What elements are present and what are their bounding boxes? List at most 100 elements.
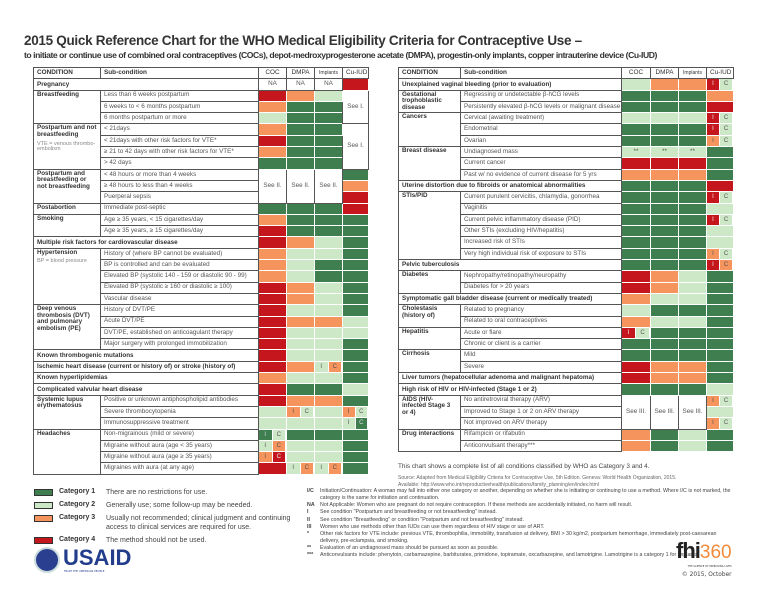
cell-implants-category-1 <box>678 89 707 102</box>
cell-coc-category-3 <box>621 439 651 453</box>
cell-coc-category-3 <box>258 372 287 385</box>
condition-label: Breast disease <box>398 146 461 181</box>
copyright: © 2015, October <box>681 570 732 578</box>
cell-implants-category-4 <box>678 157 707 170</box>
table-row: Unexplained vaginal bleeding (prior to e… <box>398 78 734 91</box>
table-row: Liver tumors (hepatocellular adenoma and… <box>398 372 734 385</box>
condition-label: Pelvic tuberculosis <box>398 259 622 272</box>
cell-cu-iud-category-2 <box>706 236 734 249</box>
cell-implants-see-note: See II. <box>314 168 343 204</box>
condition-name: Systemic lupus erythematosus <box>37 395 84 410</box>
subcondition-label: ≥ 48 hours to less than 4 weeks <box>100 179 259 193</box>
source-url[interactable]: Available: http://www.who.int/reproducti… <box>398 482 599 488</box>
cell-implants-category-1 <box>314 213 343 227</box>
cell-implants-category-2 <box>314 304 343 317</box>
cell-implants-category-1 <box>314 270 343 283</box>
cell-implants-category-3 <box>678 372 707 385</box>
subcondition-label: Related to pregnancy <box>460 304 622 317</box>
initiation-category-1: I <box>259 430 273 440</box>
cell-cu-iud-category-1 <box>706 428 734 441</box>
initiation-category-2: I <box>315 463 329 474</box>
table-row: Known thrombogenic mutations <box>33 349 369 362</box>
cell-coc-category-1 <box>621 338 651 351</box>
initiation-category-4: I <box>707 113 720 123</box>
subcondition-label: Puerperal sepsis <box>100 191 259 204</box>
condition-label: Cancers <box>398 112 461 148</box>
cell-cu-iud-category-1 <box>342 451 369 464</box>
table-row: Past w/ no evidence of current disease f… <box>399 168 734 181</box>
cell-dmpa-category-2 <box>286 247 315 261</box>
category-4-swatch <box>34 537 53 545</box>
cell-implants-category-2 <box>314 405 343 419</box>
cell-coc-category-4 <box>258 134 287 148</box>
cell-implants-category-2 <box>314 439 343 453</box>
subcondition-label: < 21days with other risk factors for VTE… <box>100 134 259 148</box>
cell-dmpa-category-1 <box>286 146 315 159</box>
table-row: Current pelvic inflammatory disease (PID… <box>399 213 734 227</box>
subcondition-label: Migraine without aura (age ≥ 35 years) <box>100 451 259 464</box>
cell-dmpa-category-1 <box>286 123 315 136</box>
cell-coc-category-4 <box>258 225 287 238</box>
cell-dmpa-category-3 <box>286 394 315 407</box>
usaid-logo: USAID FROM THE AMERICAN PEOPLE <box>34 547 131 573</box>
cell-cu-iud-category-1 <box>342 213 369 227</box>
condition-label: Headaches <box>33 428 101 475</box>
cell-implants-category-2 <box>678 292 707 306</box>
cell-cu-iud-category-2 <box>342 315 369 328</box>
cell-dmpa-category-1 <box>650 123 679 136</box>
cell-implants-category-2 <box>314 417 343 430</box>
continuation-category-2: C <box>636 328 650 338</box>
footnote-key: II <box>307 516 310 523</box>
cell-coc-category-1 <box>621 236 651 249</box>
condition-name: Postpartum and not breastfeeding <box>37 124 97 139</box>
cell-coc-category-4 <box>258 236 287 249</box>
condition-label: Breastfeeding <box>33 89 101 125</box>
subcondition-label: Related to oral contraceptives <box>460 315 622 328</box>
cell-cu-iud-category-1 <box>342 292 369 306</box>
subcondition-label: Immediate post-septic <box>100 202 259 215</box>
subcondition-label: Age ≥ 35 years, < 15 cigarettes/day <box>100 213 259 227</box>
subcondition-label: Migraines with aura (at any age) <box>100 462 259 475</box>
condition-name: Hypertension <box>37 248 78 256</box>
cell-dmpa-category-2 <box>286 439 315 453</box>
legend-name: Category 3 <box>59 514 96 522</box>
header-implants: Implants <box>678 66 707 80</box>
subcondition-label: ≥ 21 to 42 days with other risk factors … <box>100 146 259 159</box>
cell-dmpa-category-1 <box>286 100 315 114</box>
cell-dmpa-category-1 <box>650 179 679 193</box>
cell-coc-category-4 <box>258 315 287 328</box>
condition-label: Systemic lupus erythematosus <box>33 394 101 430</box>
condition-name: Hepatitis <box>402 327 429 335</box>
table-row: Puerperal sepsis <box>34 191 369 204</box>
subcondition-label: No antiretroviral therapy (ARV) <box>460 394 622 407</box>
cell-coc-see-note: See III. <box>621 394 651 430</box>
table-row: Multiple risk factors for cardiovascular… <box>33 236 369 249</box>
cell-implants-category-1 <box>314 259 343 272</box>
initiation-category-3: I <box>707 418 720 428</box>
cell-dmpa-category-3 <box>650 281 679 294</box>
cell-cu-iud-category-1 <box>342 462 369 475</box>
cell-coc-category-1 <box>621 134 651 148</box>
condition-note: BP = blood pressure <box>37 258 87 265</box>
cell-implants-category-1 <box>678 326 707 340</box>
cell-cu-iud-category-4 <box>342 78 369 91</box>
condition-label: Pregnancy <box>33 78 259 91</box>
cell-coc-category-4 <box>258 383 287 396</box>
subcondition-label: < 48 hours or more than 4 weeks <box>100 168 259 181</box>
cell-dmpa-category-1 <box>650 247 679 261</box>
cell-implants-category-3 <box>314 394 343 407</box>
subcondition-label: DVT/PE, established on anticoagulant the… <box>100 326 259 340</box>
condition-label: Multiple risk factors for cardiovascular… <box>33 236 259 249</box>
table-row: Cirrhosis Mild <box>398 349 734 374</box>
cell-cu-iud-category-1 <box>342 360 369 374</box>
cell-cu-iud-category-2 <box>342 383 369 396</box>
condition-name: Postabortion <box>37 203 76 211</box>
cell-coc-category-1 <box>621 179 651 193</box>
